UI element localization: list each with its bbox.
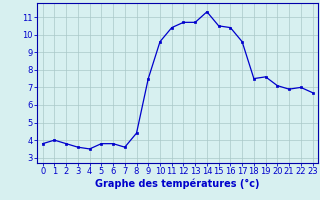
X-axis label: Graphe des températures (°c): Graphe des températures (°c) <box>95 179 260 189</box>
